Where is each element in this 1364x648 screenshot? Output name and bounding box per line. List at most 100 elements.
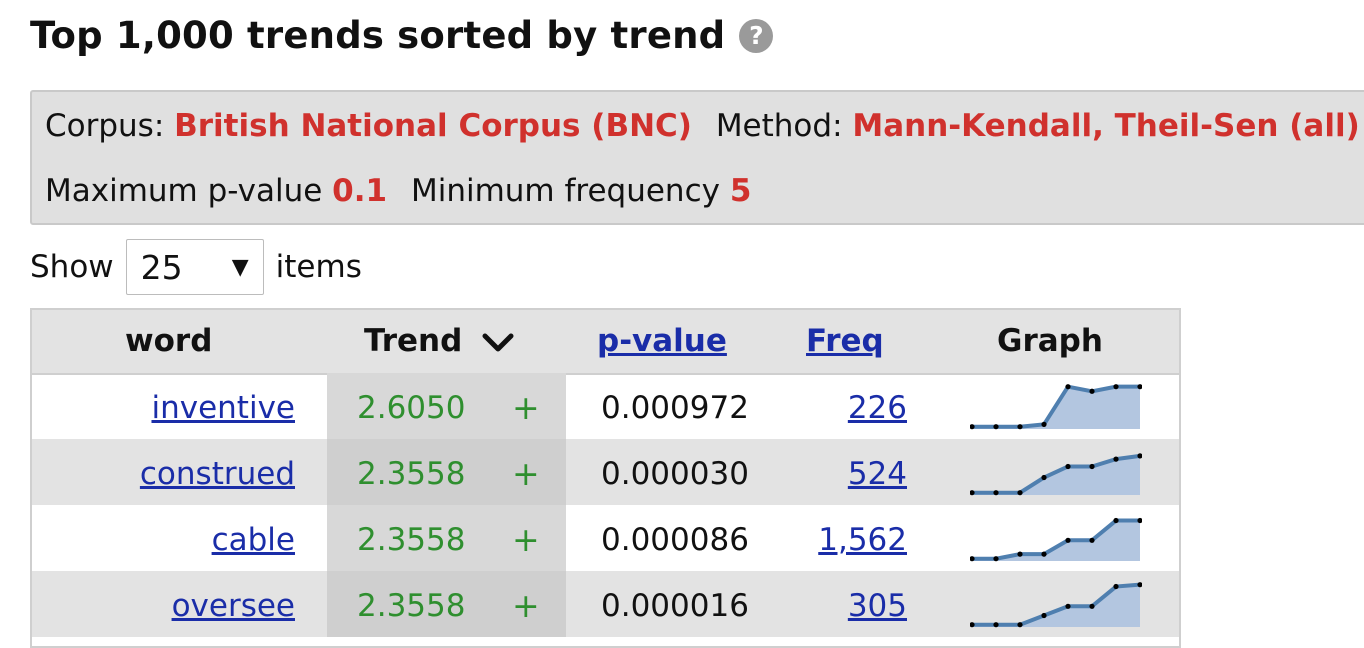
freq-link[interactable]: 524 (847, 456, 907, 492)
items-label: items (275, 249, 362, 285)
trend-value: 2.6050 (357, 390, 466, 426)
sparkline-point (1041, 474, 1047, 481)
sparkline-point (993, 622, 999, 628)
sparkline-area (972, 584, 1140, 627)
settings-line-corpus-method: Corpus: British National Corpus (BNC) Me… (45, 108, 1364, 144)
column-header-freq[interactable]: Freq (806, 323, 884, 359)
trend-cell (327, 439, 566, 505)
sparkline-point (1089, 603, 1095, 609)
trend-direction: + (512, 454, 540, 493)
sparkline-point (1017, 622, 1023, 628)
sparkline-line (972, 582, 1141, 627)
corpus-value[interactable]: British National Corpus (BNC) (174, 108, 692, 144)
word-link[interactable]: construed (139, 456, 295, 492)
pvalue-value: 0.000016 (601, 588, 749, 624)
settings-line-thresholds: Maximum p-value 0.1 Minimum frequency 5 (45, 173, 765, 209)
column-header-trend-label: Trend (364, 323, 463, 359)
sparkline-point (1017, 424, 1023, 430)
sort-descending-icon (482, 333, 514, 351)
trends-table: word Trend p-value Freq Graph inventive 2… (30, 308, 1181, 648)
sparkline-point (1089, 537, 1095, 543)
settings-panel: Corpus: British National Corpus (BNC) Me… (30, 90, 1364, 225)
column-header-word[interactable]: word (125, 323, 213, 359)
word-link[interactable]: cable (211, 522, 295, 558)
page-title: Top 1,000 trends sorted by trend (30, 14, 726, 57)
sparkline-point (1041, 551, 1047, 557)
sparkline-point (1065, 463, 1071, 470)
sparkline-line (972, 518, 1140, 561)
trend-value: 2.3558 (357, 588, 466, 624)
minfreq-label: Minimum frequency (410, 173, 720, 209)
sparkline-line (972, 453, 1141, 495)
minfreq-value[interactable]: 5 (729, 173, 752, 209)
help-icon[interactable]: ? (739, 18, 774, 53)
title-row: Top 1,000 trends sorted by trend ? (30, 14, 774, 57)
trend-value: 2.3558 (357, 522, 466, 558)
sparkline-point (993, 556, 999, 562)
sparkline-point (970, 490, 975, 496)
sparkline-point (1113, 517, 1119, 524)
sparkline-point (1065, 384, 1071, 390)
word-link[interactable]: inventive (151, 390, 295, 426)
sparkline-point (970, 622, 975, 628)
corpus-label: Corpus: (45, 108, 165, 144)
freq-link[interactable]: 1,562 (818, 522, 907, 558)
page-size-select[interactable]: 25 ▼ (125, 239, 264, 295)
sparkline-area (972, 455, 1140, 495)
sparkline-point (1113, 384, 1119, 390)
trend-cell (327, 505, 566, 571)
word-link[interactable]: oversee (171, 588, 295, 624)
sparkline-point (1113, 583, 1119, 590)
sparkline-point (1065, 537, 1071, 543)
sparkline-point (1017, 490, 1023, 496)
sparkline-point (1089, 463, 1095, 470)
sparkline-point (970, 556, 975, 562)
table-row: oversee 2.3558 +0.000016 305 (32, 571, 1179, 637)
freq-link[interactable]: 226 (847, 390, 907, 426)
pvalue-value: 0.000030 (601, 456, 749, 492)
sparkline-point (1137, 384, 1142, 390)
trend-value: 2.3558 (357, 456, 466, 492)
sparkline-point (1065, 603, 1071, 609)
dropdown-arrow-icon: ▼ (231, 254, 249, 280)
sparkline-point (993, 424, 999, 430)
sparkline-point (1137, 582, 1142, 588)
table-row: cable 2.3558 +0.000086 1,562 (32, 505, 1179, 571)
trend-cell (327, 571, 566, 637)
column-header-trend[interactable]: Trend (364, 310, 515, 373)
trend-sparkline (970, 517, 1142, 562)
trend-sparkline (970, 453, 1142, 496)
method-value[interactable]: Mann-Kendall, Theil-Sen (all) (852, 108, 1360, 144)
trend-direction: + (512, 388, 540, 427)
column-header-pvalue[interactable]: p-value (597, 323, 727, 359)
sparkline-point (1017, 551, 1023, 557)
trend-sparkline (970, 582, 1142, 628)
sparkline-point (1113, 456, 1119, 462)
freq-link[interactable]: 305 (847, 588, 907, 624)
trend-direction: + (512, 586, 540, 625)
show-label: Show (30, 249, 114, 285)
trend-direction: + (512, 520, 540, 559)
method-label: Method: (715, 108, 843, 144)
sparkline-point (1089, 388, 1095, 394)
pvalue-value[interactable]: 0.1 (332, 173, 388, 209)
pvalue-label: Maximum p-value (45, 173, 323, 209)
column-header-graph: Graph (997, 323, 1103, 359)
sparkline-point (970, 424, 975, 430)
trend-sparkline (970, 384, 1142, 430)
table-header: word Trend p-value Freq Graph (32, 310, 1179, 375)
pvalue-value: 0.000972 (601, 390, 749, 426)
table-row: inventive 2.6050 +0.000972 226 (32, 373, 1179, 439)
sparkline-area (972, 520, 1140, 561)
trend-cell (327, 373, 566, 439)
sparkline-point (1137, 517, 1142, 524)
sparkline-point (1041, 612, 1047, 619)
page-size-control: Show 25 ▼ items (30, 238, 362, 296)
sparkline-line (972, 384, 1140, 429)
sparkline-point (993, 490, 999, 496)
sparkline-point (1041, 421, 1047, 427)
sparkline-point (1137, 453, 1142, 459)
pvalue-value: 0.000086 (601, 522, 749, 558)
page-size-value: 25 (140, 247, 183, 287)
table-row: construed 2.3558 +0.000030 524 (32, 439, 1179, 505)
